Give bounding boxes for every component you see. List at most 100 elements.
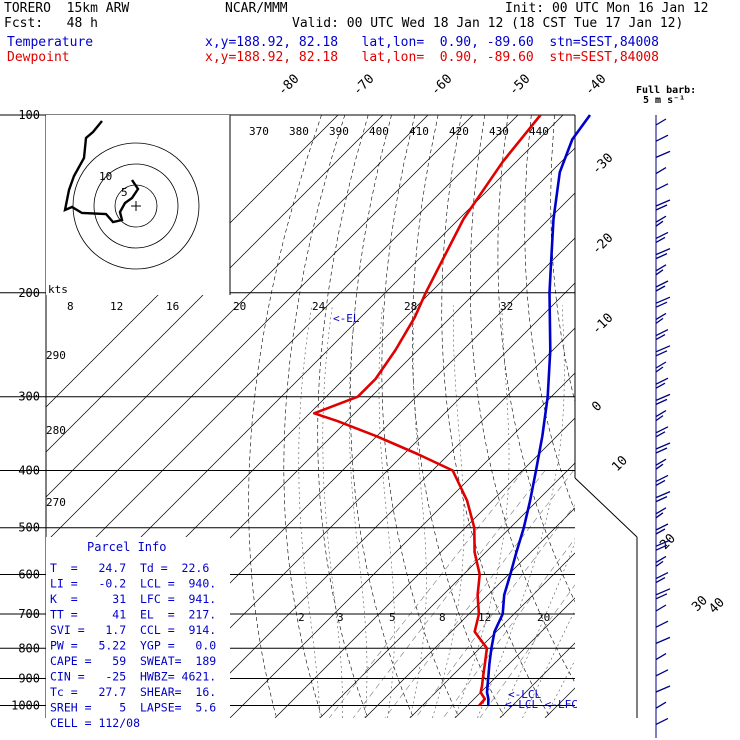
wind-barb-icon [655,264,667,272]
level-annotations: <-EL <-LCL <-LCL <-LFC [333,312,578,711]
dry-adiabat [648,115,740,716]
moist-adiabat [348,305,368,718]
dry-adiabat [381,115,459,716]
wind-barb-icon [655,685,671,693]
parcel-info-title: Parcel Info [87,540,166,554]
wind-barb-icon [655,183,669,191]
wind-barb-icon [655,442,671,450]
parcel-info-row: PW = 5.22 YGP = 0.0 [50,639,216,653]
isotherm-label: -20 [589,231,616,258]
pressure-tick-label: 300 [18,390,40,404]
init-time: Init: 00 UTC Mon 16 Jan 12 [505,1,709,16]
lcl-marker: <-LCL [508,688,541,701]
mixing-ratio-label: 28 [404,300,417,313]
wind-barb-icon [655,231,669,239]
mixing-ratio-label: 12 [110,300,123,313]
wind-barb-icon [655,398,668,405]
model-title: TORERO 15km ARW [4,1,130,16]
wind-barb-icon [655,248,671,256]
mixing-ratio-label: 3 [337,611,344,624]
wind-barb-icon [655,317,664,324]
wind-barb-icon [655,269,664,276]
wind-barb-icon [655,431,666,438]
theta-label: 370 [249,125,269,138]
wind-barb-icon [655,204,668,211]
mixing-ratio-label: 16 [166,300,179,313]
mixing-ratio-line [328,470,524,718]
el-marker: <-EL [333,312,360,325]
temperature-profile [485,114,592,706]
moist-adiabat [432,305,465,718]
mixing-ratio-label: 20 [537,611,550,624]
dry-adiabat [625,115,740,716]
isotherm-line [139,282,575,718]
isotherm-line [46,115,384,453]
isotherm-line [454,597,575,718]
moist-adiabat [454,305,510,718]
wind-barb-icon [655,426,669,434]
temperature-legend: Temperature [7,35,94,50]
parcel-info-box: Parcel Info T = 24.7 Td = 22.6 LI = -0.2 … [46,537,230,730]
isotherm-label: -60 [428,72,455,99]
isotherm-label: -40 [582,72,609,99]
pressure-tick-label: 200 [18,286,40,300]
dewpoint-legend: Dewpoint [7,50,70,65]
moist-adiabat [499,541,575,718]
wind-barb-icon [655,588,671,596]
moist-adiabat [298,305,321,718]
mixing-ratio-label: 32 [500,300,513,313]
wind-barb-icon [655,555,667,563]
org-label: NCAR/MMM [225,1,288,16]
wind-barb-icon [655,604,667,612]
pressure-tick-label: 700 [18,607,40,621]
wind-barb-icon [655,463,664,470]
wind-barb-icon [655,350,668,357]
parcel-info-row: TT = 41 EL = 217. [50,608,216,622]
wind-barb-icon [655,345,671,353]
mixing-ratio-line [352,470,546,718]
hodograph-ring [72,142,200,270]
isotherm-label: -10 [589,311,616,338]
moist-adiabat [322,305,343,718]
wind-barb-icon [655,653,667,661]
hodograph-trace [63,120,140,224]
parcel-info-row: SVI = 1.7 CCL = 914. [50,623,216,637]
wind-barb-icon [655,701,667,709]
pressure-tick-label: 500 [18,521,40,535]
mixing-ratio-label: 8 [67,300,74,313]
frame-line [574,477,638,538]
parcel-info-row: K = 31 LFC = 941. [50,592,216,606]
wind-barb-icon [655,285,666,292]
theta-e-label: 280 [46,424,66,437]
isotherm-line [46,115,429,498]
wind-barb-icon [655,393,671,401]
wind-barb-icon [655,512,664,519]
wind-barb-icon [655,544,668,551]
wind-barb-icon [655,199,671,207]
mixing-ratio-label: 2 [298,611,305,624]
wind-barb-icon [655,593,668,600]
dry-adiabat [601,115,740,716]
mixing-ratio-line [479,584,575,718]
wind-barb-icon [655,167,667,175]
wind-barb-icon [655,280,669,288]
hodograph-ring-label: 10 [99,170,112,183]
dry-adiabat [441,115,550,716]
moist-adiabat [409,305,427,718]
theta-label: 430 [489,125,509,138]
mixing-ratio-label: 24 [312,300,326,313]
wind-barb-icon [655,717,669,725]
wind-barb-icon [655,577,666,584]
wind-barb-icon [655,447,668,454]
pressure-tick-label: 900 [18,671,40,685]
theta-label: 380 [289,125,309,138]
dry-adiabat [317,115,369,716]
dry-adiabat [497,115,575,603]
theta-label: 420 [449,125,469,138]
theta-label: 440 [529,125,549,138]
hodograph-ring [93,163,179,249]
isotherm-label: 10 [609,453,631,475]
mixing-ratio-line [443,537,575,718]
isotherm-line [544,687,575,718]
